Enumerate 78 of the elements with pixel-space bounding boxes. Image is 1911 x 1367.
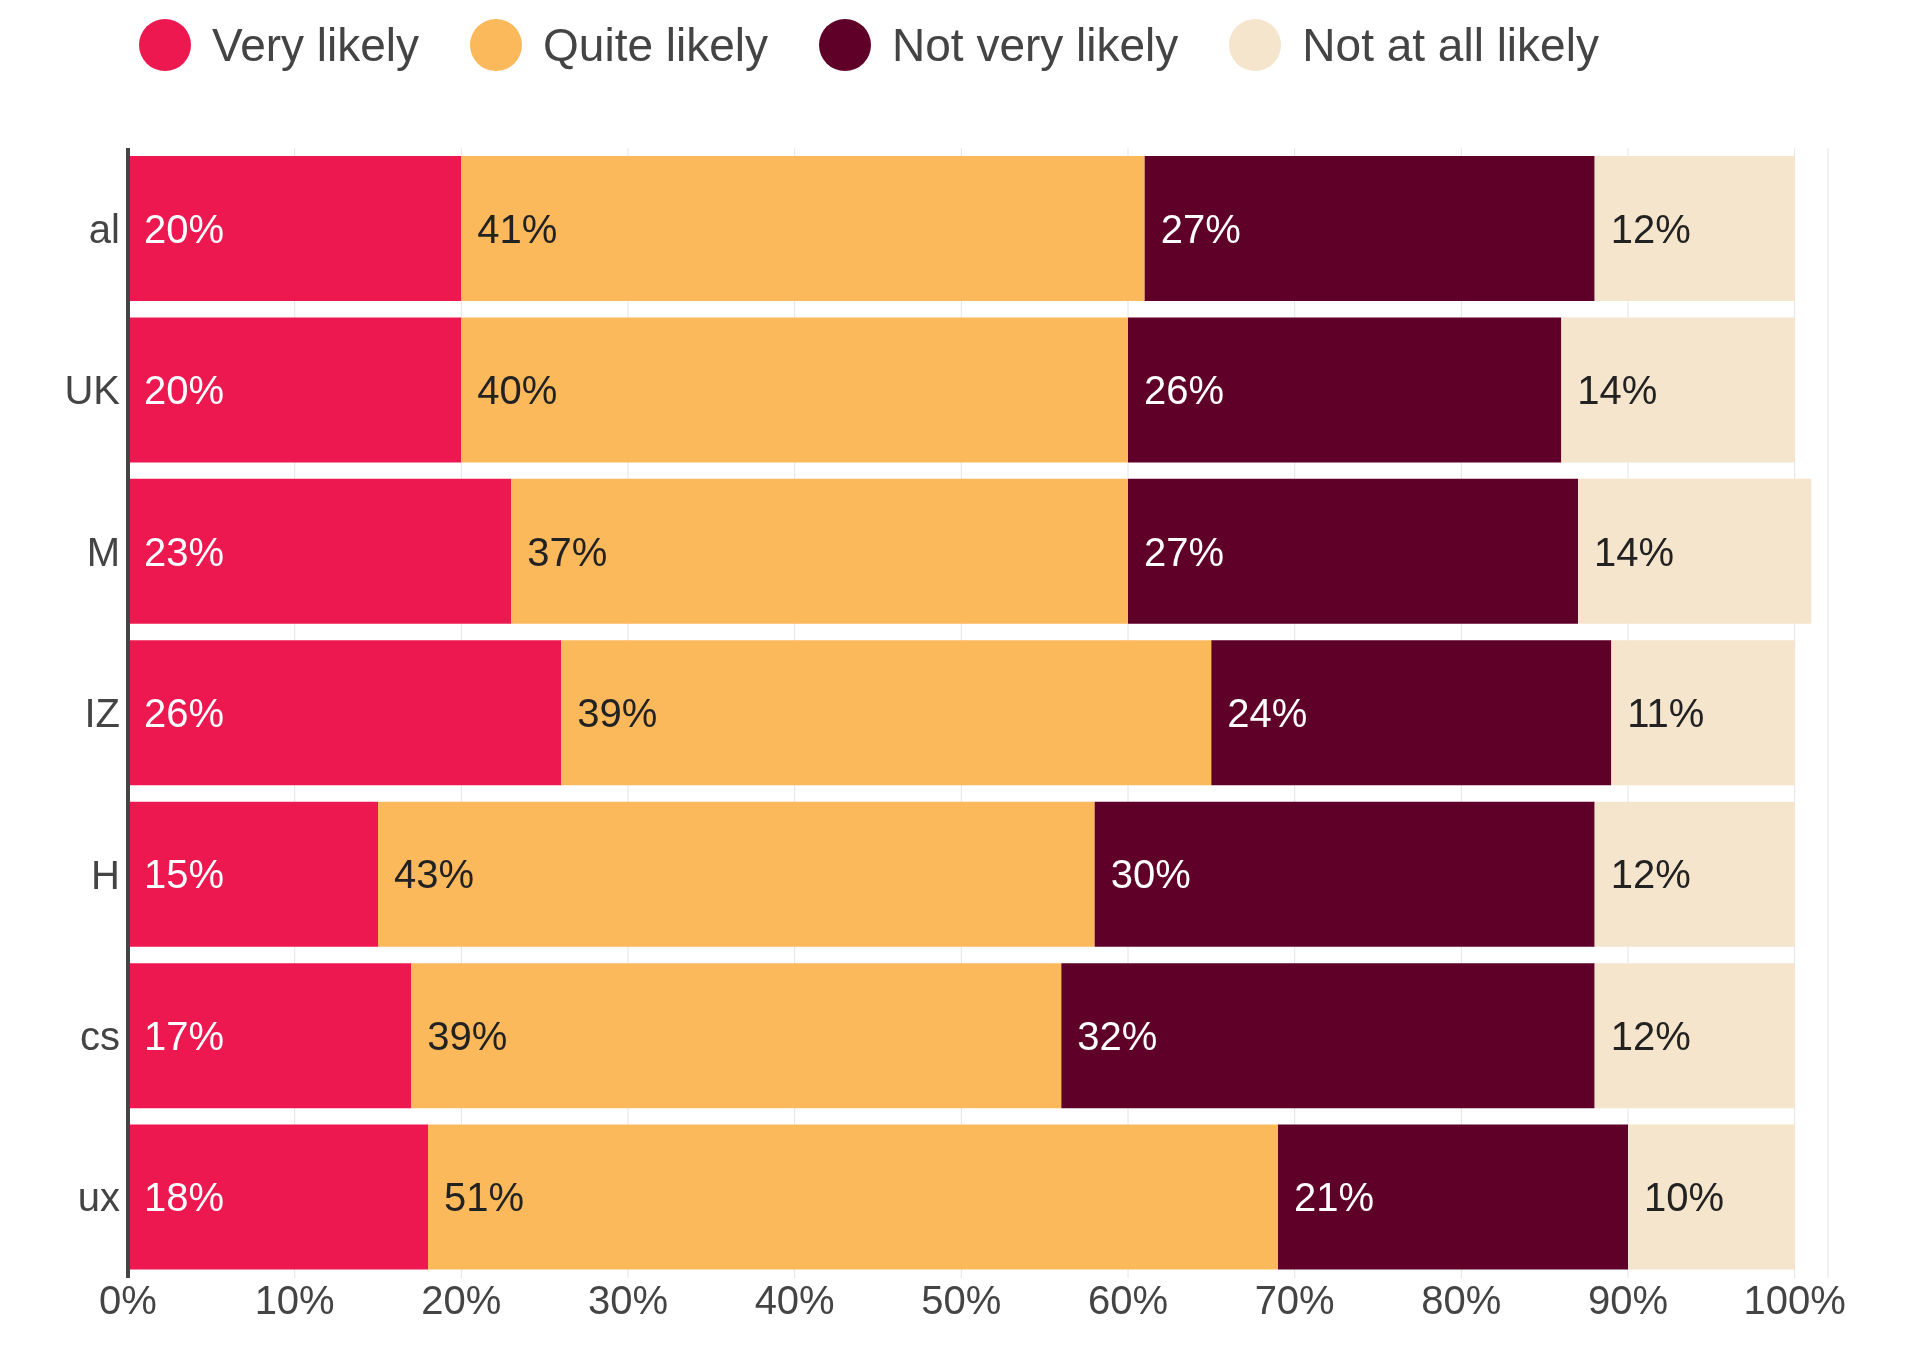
bar — [428, 1124, 1278, 1270]
legend-label: Not very likely — [892, 18, 1179, 72]
y-tick-label: UK — [64, 368, 121, 413]
data-label: 20% — [144, 206, 225, 251]
data-label: 15% — [144, 852, 225, 897]
bar — [128, 640, 562, 786]
data-label: 43% — [394, 852, 475, 897]
data-label: 17% — [144, 1013, 225, 1058]
data-label: 27% — [1160, 206, 1241, 251]
x-tick-label: 90% — [1587, 1278, 1669, 1323]
y-tick-label: cs — [80, 1014, 120, 1059]
bar — [128, 801, 378, 947]
data-label: 23% — [144, 529, 225, 574]
data-label: 37% — [527, 529, 608, 574]
bar — [1611, 640, 1795, 786]
bar — [128, 156, 462, 301]
data-label: 27% — [1144, 529, 1225, 574]
y-tick-label: al — [88, 206, 120, 251]
data-label: 41% — [477, 206, 558, 251]
bar — [1561, 317, 1795, 463]
bar — [1578, 478, 1812, 624]
y-tick-label: ux — [77, 1175, 120, 1220]
data-label: 14% — [1577, 368, 1658, 413]
data-label: 12% — [1610, 852, 1691, 897]
bar — [561, 640, 1212, 786]
bar — [1628, 1124, 1795, 1270]
bar — [128, 963, 412, 1109]
bar — [511, 478, 1128, 624]
bar — [128, 478, 512, 624]
y-tick-label: M — [86, 529, 120, 574]
legend-label: Not at all likely — [1302, 18, 1599, 72]
bar — [1211, 640, 1612, 786]
data-label: 30% — [1110, 852, 1191, 897]
legend-label: Very likely — [212, 18, 420, 72]
bar — [378, 801, 1095, 947]
data-label: 32% — [1077, 1013, 1158, 1058]
bar — [1594, 156, 1795, 301]
data-label: 21% — [1294, 1175, 1375, 1220]
bar — [1128, 317, 1562, 463]
data-label: 18% — [144, 1175, 225, 1220]
x-tick-label: 80% — [1421, 1278, 1502, 1323]
x-tick-label: 60% — [1087, 1278, 1169, 1323]
data-label: 26% — [1144, 368, 1225, 413]
data-label: 20% — [144, 368, 225, 413]
bar — [461, 156, 1145, 301]
data-label: 11% — [1627, 690, 1705, 735]
data-label: 26% — [144, 690, 225, 735]
data-label: 12% — [1610, 1013, 1691, 1058]
bar — [1594, 963, 1795, 1109]
data-label: 24% — [1227, 690, 1308, 735]
data-label: 10% — [1644, 1175, 1725, 1220]
bar — [1278, 1124, 1628, 1270]
data-label: 14% — [1594, 529, 1675, 574]
bar — [411, 963, 1062, 1109]
x-tick-label: 40% — [754, 1278, 835, 1323]
x-tick-label: 70% — [1254, 1278, 1335, 1323]
x-tick-label: 10% — [254, 1278, 335, 1323]
x-tick-label: 50% — [921, 1278, 1002, 1323]
bar — [128, 1124, 428, 1270]
y-tick-label: H — [91, 852, 120, 897]
data-label: 39% — [427, 1013, 508, 1058]
data-label: 51% — [444, 1175, 525, 1220]
bar — [1094, 801, 1595, 947]
bar — [1594, 801, 1795, 947]
x-tick-label: 0% — [99, 1278, 157, 1323]
bar — [1128, 478, 1578, 624]
data-label: 39% — [577, 690, 658, 735]
x-tick-label: 20% — [421, 1278, 502, 1323]
data-label: 12% — [1610, 206, 1691, 251]
x-tick-label: 30% — [587, 1278, 669, 1323]
data-label: 40% — [477, 368, 558, 413]
y-tick-label: IZ — [84, 691, 120, 736]
x-tick-label: 100% — [1743, 1278, 1846, 1323]
bar — [461, 317, 1128, 463]
legend-label: Quite likely — [543, 18, 769, 72]
bar — [1061, 963, 1595, 1109]
bar — [128, 317, 462, 463]
bar — [1144, 156, 1595, 301]
